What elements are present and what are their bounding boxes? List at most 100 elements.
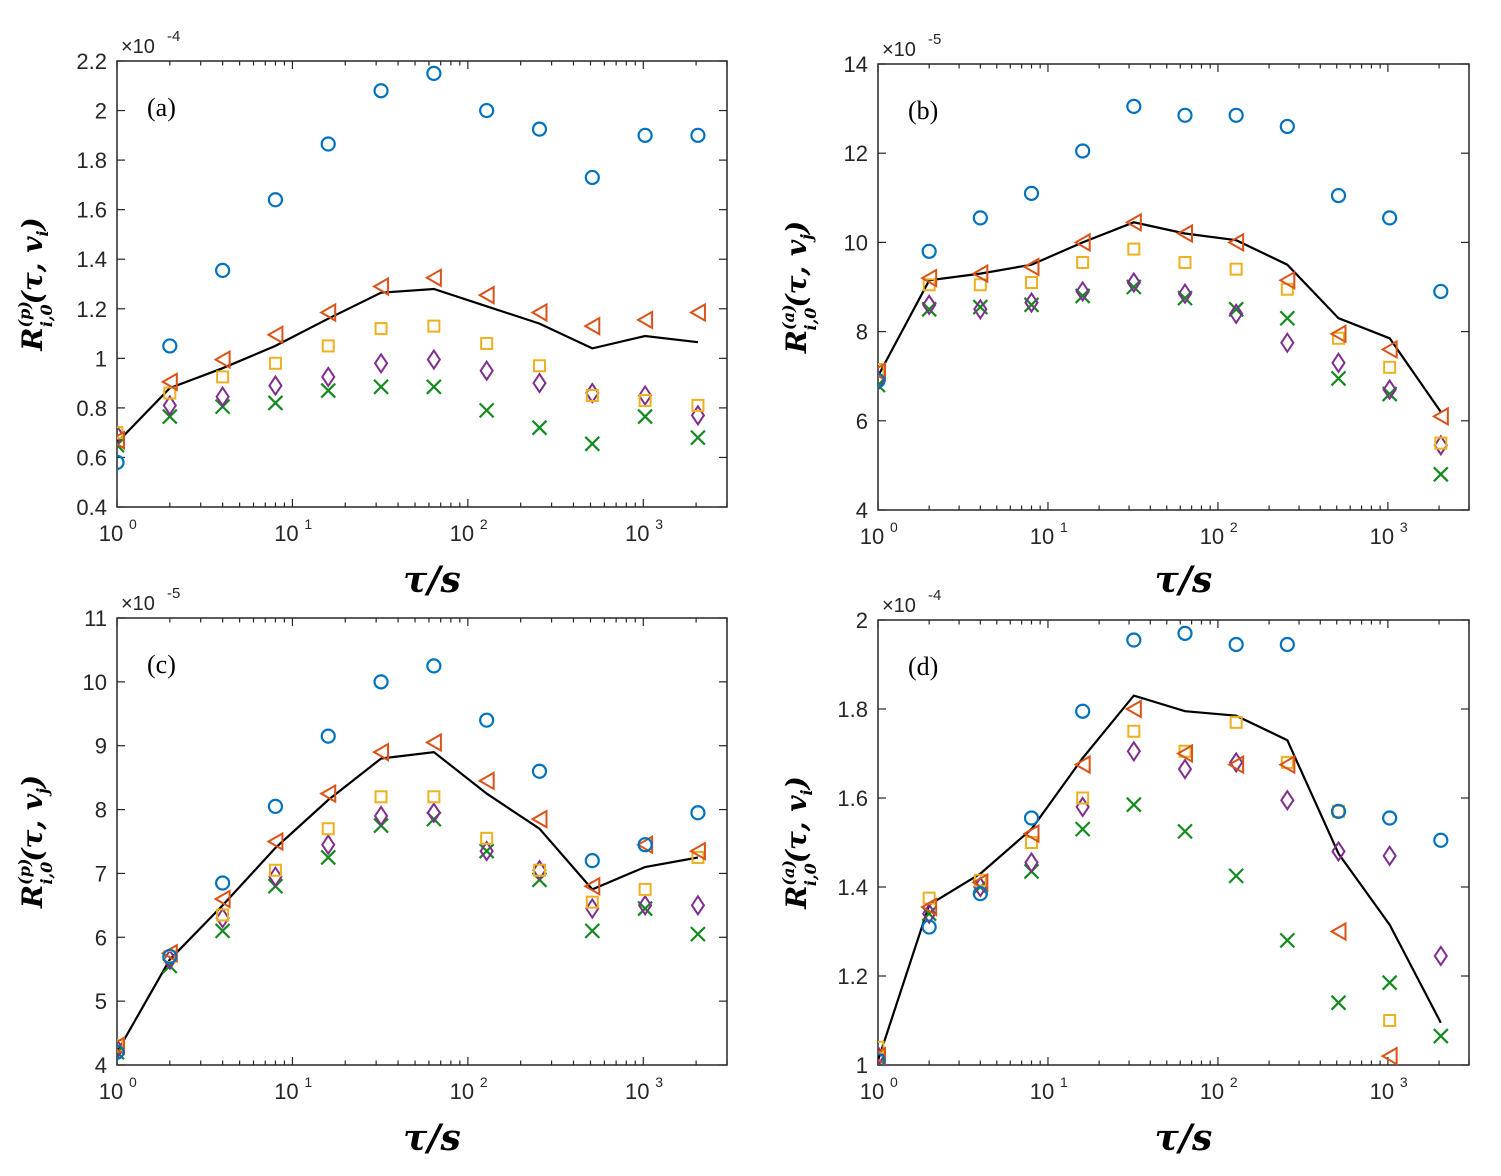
diamond-point xyxy=(532,372,547,394)
circle-point xyxy=(1228,636,1244,653)
circle-point xyxy=(921,243,937,259)
circle-point xyxy=(1330,803,1347,819)
diamond-point xyxy=(268,865,283,888)
y-axis-label: R(p) i,0(τ, vj) xyxy=(15,775,56,909)
series-circle xyxy=(878,98,1449,389)
triangle-point xyxy=(583,876,601,896)
square-point xyxy=(1434,436,1448,450)
cross-point xyxy=(267,395,284,411)
square-point xyxy=(1229,715,1243,729)
y-tick-label: 1.2 xyxy=(76,297,107,322)
x-tick-exponent: 0 xyxy=(129,1074,137,1090)
triangle-point xyxy=(266,831,284,852)
square-point xyxy=(878,363,885,377)
triangle-point xyxy=(1175,223,1193,244)
circle-point xyxy=(117,1044,125,1060)
diamond-point xyxy=(532,859,547,882)
cross-point xyxy=(1177,823,1193,840)
axes-box xyxy=(877,63,1470,511)
x-tick-exponent: 0 xyxy=(890,519,898,535)
triangle-point xyxy=(213,889,231,909)
circle-point xyxy=(373,83,389,99)
diamond-point xyxy=(1382,378,1397,401)
x-tick-label: 10 xyxy=(274,1079,298,1104)
axis-multiplier-exponent: -5 xyxy=(928,31,941,48)
axis-multiplier-exponent: -4 xyxy=(928,587,941,604)
y-tick-label: 4 xyxy=(856,498,868,523)
square-point xyxy=(638,882,652,896)
x-tick-label: 10 xyxy=(860,1079,884,1104)
x-tick-label: 10 xyxy=(450,1079,474,1104)
circle-point xyxy=(162,338,178,354)
series-circle xyxy=(117,65,706,470)
diamond-point xyxy=(1433,434,1449,457)
diamond-point xyxy=(1331,352,1346,374)
axis-multiplier-exponent: -4 xyxy=(167,28,180,45)
y-tick-label: 2 xyxy=(856,608,868,633)
diamond-point xyxy=(1433,945,1449,967)
y-tick-label: 8 xyxy=(856,320,868,345)
x-tick-exponent: 1 xyxy=(1060,519,1068,535)
x-tick-label: 10 xyxy=(860,524,884,549)
circle-point xyxy=(267,798,284,814)
panel-tag: (c) xyxy=(147,650,176,679)
series-square xyxy=(878,242,1448,450)
x-tick-exponent: 0 xyxy=(129,516,137,532)
x-tick-label: 10 xyxy=(274,521,298,546)
y-tick-label: 1 xyxy=(856,1053,868,1078)
circle-point xyxy=(479,712,495,728)
circle-point xyxy=(584,169,600,186)
panel-a: 10 0 10 1 10 2 10 3 0.4 0.6 0.8 1 1.2 1.4 1.6 1.8 2 2.2 ×1… xyxy=(15,28,728,601)
panel-c: 10 0 10 1 10 2 10 3 4 5 6 7 8 9 10 11 ×10 -5 (c) τ/s R(p) i,0… xyxy=(15,585,728,1159)
triangle-point xyxy=(1227,232,1245,253)
square-point xyxy=(321,822,335,836)
x-tick-label: 10 xyxy=(99,1079,123,1104)
x-tick-label: 10 xyxy=(1030,524,1054,549)
diamond-point xyxy=(1177,282,1193,305)
circle-point xyxy=(117,454,125,470)
circle-point xyxy=(267,192,284,208)
circle-point xyxy=(690,805,706,821)
square-point xyxy=(374,790,388,804)
diamond-point xyxy=(1280,331,1295,354)
square-point xyxy=(1127,724,1141,738)
x-tick-label: 10 xyxy=(625,1079,649,1104)
axis-multiplier: ×10 xyxy=(121,593,155,615)
circle-point xyxy=(1075,703,1091,719)
y-tick-label: 1.6 xyxy=(837,786,868,811)
circle-point xyxy=(1330,187,1347,204)
diamond-point xyxy=(1024,851,1039,874)
triangle-point xyxy=(583,316,601,336)
square-point xyxy=(973,278,987,292)
diamond-point xyxy=(215,385,230,408)
triangle-point xyxy=(117,430,125,450)
series-line xyxy=(117,750,699,1053)
triangle-point xyxy=(1124,212,1142,233)
triangle-point xyxy=(878,362,886,382)
x-tick-label: 10 xyxy=(99,521,123,546)
square-point xyxy=(427,790,441,804)
triangle-point xyxy=(1073,754,1091,775)
cross-point xyxy=(584,923,601,939)
triangle-point xyxy=(688,302,706,323)
x-axis-label: τ/s xyxy=(403,559,461,601)
diamond-point xyxy=(321,833,336,856)
square-point xyxy=(1331,331,1345,345)
series-line xyxy=(117,287,699,444)
cross-point xyxy=(478,402,495,419)
cross-point xyxy=(878,1057,886,1065)
diamond-point xyxy=(637,894,653,917)
cross-point xyxy=(1381,974,1398,991)
series-line xyxy=(878,221,1442,413)
axes-box xyxy=(116,617,728,1066)
axis-multiplier: ×10 xyxy=(121,36,155,58)
triangle-point xyxy=(1022,823,1040,844)
square-point xyxy=(691,398,705,412)
y-tick-label: 0.6 xyxy=(76,445,107,470)
diamond-point xyxy=(426,348,442,371)
x-tick-label: 10 xyxy=(1200,1079,1224,1104)
square-point xyxy=(321,339,335,353)
triangle-point xyxy=(319,783,337,804)
cross-point xyxy=(1228,868,1244,884)
